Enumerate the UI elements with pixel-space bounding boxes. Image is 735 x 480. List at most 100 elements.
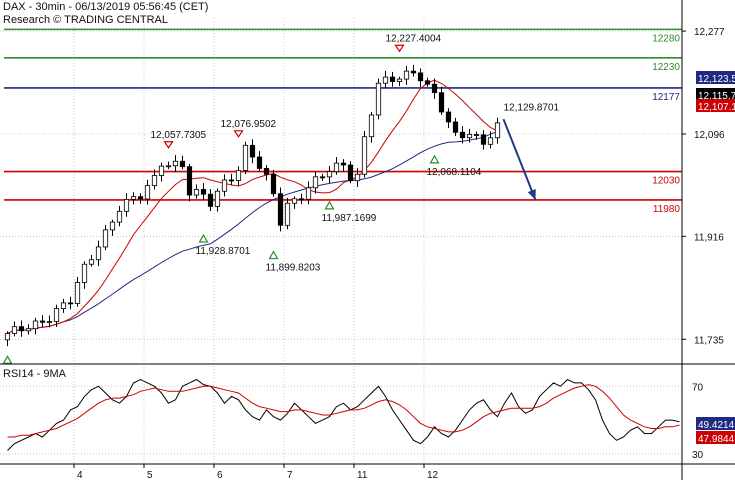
candle-body (116, 210, 123, 223)
candle-body (375, 82, 382, 116)
candle-body (81, 263, 88, 283)
candle-body (144, 185, 151, 200)
candle-body (326, 171, 333, 178)
moving-averages (7, 79, 498, 335)
candle-body (249, 144, 256, 158)
annotation-label: 12,057.7305 (151, 130, 207, 141)
candle-body (445, 111, 452, 123)
support-marker (324, 200, 335, 210)
price-annotations: 12,227.4004 12,129.8701 12,057.7305 12,076.… (2, 33, 560, 364)
candle-body (298, 198, 305, 201)
annotation-label: 12,227.4004 (386, 33, 442, 44)
chart-title: DAX - 30min - 06/13/2019 05:56:45 (CET) (3, 1, 209, 13)
slow-moving-average (7, 131, 498, 335)
level-label: 12030 (652, 176, 680, 187)
candle-body (95, 246, 102, 261)
candle-body (256, 156, 263, 169)
candle-body (123, 198, 130, 212)
chart-subtitle: Research © TRADING CENTRAL (3, 14, 168, 26)
rsi-ma-line (7, 384, 680, 438)
candle-body (319, 176, 326, 179)
candle-body (193, 189, 200, 196)
level-label: 12280 (652, 33, 680, 44)
candle-body (242, 144, 249, 171)
candle-body (382, 76, 389, 84)
candle-body (270, 173, 277, 195)
candle-body (417, 72, 424, 82)
candle-body (494, 122, 501, 139)
rsi-tick-label: 30 (692, 450, 704, 461)
candle-body (151, 175, 158, 186)
level-label: 12177 (652, 92, 680, 103)
candle-body (277, 193, 284, 226)
candle-body (186, 166, 193, 196)
candle-body (46, 321, 53, 323)
candle-body (32, 320, 39, 330)
candle-body (18, 326, 25, 332)
level-label: 12230 (652, 62, 680, 73)
x-tick-label: 4 (77, 470, 83, 480)
candle-body (438, 92, 445, 113)
annotation-label: 12,129.8701 (504, 103, 560, 114)
candle-body (228, 179, 235, 182)
candle-body (25, 328, 32, 332)
candle-body (200, 189, 207, 195)
level-label: 11980 (653, 204, 681, 215)
x-tick-label: 5 (147, 470, 153, 480)
support-marker (198, 233, 209, 243)
candle-body (158, 165, 165, 176)
rsi-tick-label: 70 (692, 382, 704, 393)
candle-body (4, 333, 11, 341)
candle-body (39, 320, 46, 323)
candle-body (207, 193, 214, 207)
candle-body (452, 121, 459, 133)
support-marker (2, 355, 13, 364)
candle-body (214, 190, 221, 207)
candle-body (389, 76, 396, 82)
candle-body (137, 196, 144, 200)
candle-body (130, 196, 137, 200)
forecast-arrow-shaft (502, 118, 537, 201)
support-marker (429, 154, 440, 164)
candle-body (263, 168, 270, 175)
candle-body (480, 134, 487, 145)
candle-body (473, 134, 480, 136)
y-tick-label: 11,735 (694, 335, 724, 346)
fast-moving-average (7, 79, 498, 335)
candle-body (179, 160, 186, 168)
candle-body (410, 70, 417, 74)
support-marker (268, 250, 279, 260)
x-tick-label: 12 (427, 470, 439, 480)
price-badge-label: 12,107.1 (698, 102, 735, 113)
annotation-label: 11,928.8701 (196, 246, 251, 257)
candle-body (466, 134, 473, 139)
candle-body (403, 70, 410, 80)
rsi-badge-label: 47.9844 (698, 434, 735, 445)
resistance-marker (163, 141, 174, 149)
candle-body (67, 302, 74, 305)
candle-body (354, 173, 361, 182)
price-badge-label: 12,123.5 (698, 74, 735, 85)
resistance-marker (233, 130, 244, 138)
x-tick-label: 7 (287, 470, 293, 480)
candle-body (487, 137, 494, 145)
rsi-badge (696, 431, 735, 444)
candle-body (235, 170, 242, 181)
candle-body (102, 229, 109, 248)
forecast-arrow-head (527, 188, 536, 200)
price-badge-label: 12,115.7 (698, 91, 735, 102)
price-badge (696, 99, 735, 112)
candle-body (361, 136, 368, 175)
candle-body (368, 114, 375, 138)
candle-body (284, 202, 291, 226)
candle-body (221, 179, 228, 192)
candle-body (340, 162, 347, 166)
support-resistance-levels: 12280 12230 12177 12030 11980 (4, 28, 682, 215)
annotation-label: 11,899.8203 (266, 263, 321, 274)
y-tick-label: 11,916 (694, 232, 724, 243)
y-tick-label: 12,277 (694, 27, 725, 38)
rsi-badge (696, 417, 735, 430)
candle-body (60, 302, 67, 309)
forecast-arrow (502, 118, 537, 201)
